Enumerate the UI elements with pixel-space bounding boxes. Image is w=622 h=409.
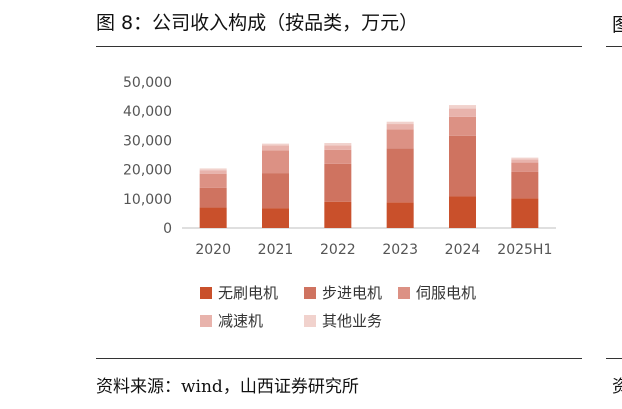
legend-label: 减速机 xyxy=(218,312,264,330)
bar-segment xyxy=(449,116,476,136)
bar-segment xyxy=(199,187,227,208)
title-rule xyxy=(96,46,582,47)
bar-segment xyxy=(199,207,227,228)
legend-label: 步进电机 xyxy=(322,284,383,302)
legend-item-other: 其他业务 xyxy=(304,310,382,331)
bar-segment xyxy=(511,171,539,199)
bar-segment xyxy=(449,135,476,197)
bar-segment xyxy=(386,129,414,149)
bar-segment xyxy=(449,108,476,117)
bar-segment xyxy=(262,145,289,151)
bar-segment xyxy=(449,105,476,109)
bar-segment xyxy=(262,208,289,228)
bar-segment xyxy=(324,145,352,150)
adjacent-figure-fragment: 图 xyxy=(612,14,622,36)
y-tick-label: 30,000 xyxy=(123,133,172,149)
bar-segment xyxy=(386,202,414,228)
bar-segment xyxy=(386,124,414,130)
x-tick-label: 2024 xyxy=(445,242,481,258)
legend-swatch xyxy=(200,286,212,299)
bar-segment xyxy=(324,149,352,164)
legend-swatch xyxy=(304,286,316,299)
y-tick-label: 50,000 xyxy=(123,75,172,91)
y-tick-label: 40,000 xyxy=(123,104,172,120)
bar-segment xyxy=(262,150,289,174)
bar-segment xyxy=(511,198,539,228)
legend-label: 无刷电机 xyxy=(218,284,279,302)
bar-segment xyxy=(511,157,539,160)
bar-segment xyxy=(199,168,227,171)
adjacent-source-fragment: 资 xyxy=(612,377,622,397)
legend-label: 其他业务 xyxy=(322,312,383,330)
source-rule xyxy=(96,358,582,359)
bar-segment xyxy=(511,162,539,172)
legend-item-servo: 伺服电机 xyxy=(398,282,476,303)
bar-segment xyxy=(386,121,414,125)
bar-segment xyxy=(511,159,539,163)
bar-segment xyxy=(449,196,476,228)
bar-segment xyxy=(199,173,227,188)
legend-item-brushless: 无刷电机 xyxy=(200,282,278,303)
adjacent-source-rule xyxy=(606,358,622,359)
y-tick-label: 20,000 xyxy=(123,163,172,179)
bar-segment xyxy=(386,148,414,203)
legend-swatch xyxy=(200,314,212,327)
x-tick-label: 2021 xyxy=(258,242,294,258)
legend-item-reducer: 减速机 xyxy=(200,310,263,331)
legend-swatch xyxy=(304,314,316,327)
x-tick-label: 2025H1 xyxy=(497,242,552,258)
bar-segment xyxy=(262,173,289,209)
bar-segment xyxy=(324,163,352,202)
legend-label: 伺服电机 xyxy=(416,284,477,302)
y-tick-label: 10,000 xyxy=(123,192,172,208)
figure-title: 图 8：公司收入构成（按品类，万元） xyxy=(96,12,419,34)
bar-segment xyxy=(324,143,352,146)
legend-item-stepper: 步进电机 xyxy=(304,282,382,303)
stacked-bar-chart: 50,000 40,000 30,000 20,000 10,000 0 2020 2021 2… xyxy=(123,75,556,258)
y-tick-label: 0 xyxy=(163,221,172,237)
bar-segment xyxy=(199,170,227,174)
source-note: 资料来源：wind，山西证券研究所 xyxy=(96,377,359,397)
legend-swatch xyxy=(398,286,410,299)
x-tick-label: 2023 xyxy=(382,242,418,258)
x-tick-label: 2020 xyxy=(195,242,231,258)
adjacent-title-rule xyxy=(606,46,622,47)
x-tick-label: 2022 xyxy=(320,242,356,258)
bar-segment xyxy=(324,201,352,228)
bar-segment xyxy=(262,143,289,146)
